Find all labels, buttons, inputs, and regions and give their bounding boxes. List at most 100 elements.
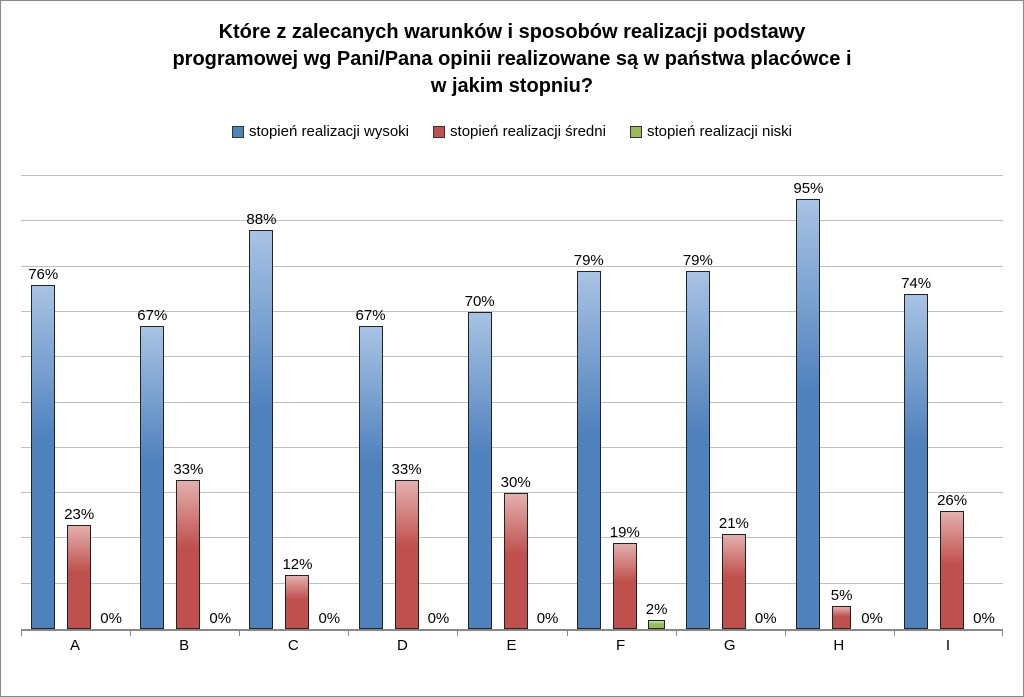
tick <box>21 629 22 636</box>
category-label-E: E <box>457 637 565 654</box>
tick <box>457 629 458 636</box>
bar-wrap-G-wysoki: 79% <box>683 176 713 629</box>
bar-C-wysoki <box>249 230 273 629</box>
bar-label-C-wysoki: 88% <box>246 211 276 228</box>
bar-wrap-I-wysoki: 74% <box>901 176 931 629</box>
bar-wrap-A-niski: 0% <box>100 176 122 629</box>
bar-wrap-H-wysoki: 95% <box>793 176 823 629</box>
category-label-B: B <box>130 637 238 654</box>
bar-wrap-H-niski: 0% <box>860 176 884 629</box>
bar-wrap-F-wysoki: 79% <box>574 176 604 629</box>
bar-wrap-C-sredni: 12% <box>282 176 312 629</box>
group-I: 74%26%0%I <box>894 176 1003 629</box>
bar-label-A-sredni: 23% <box>64 506 94 523</box>
bar-A-wysoki <box>31 285 55 629</box>
bars-E: 70% 30% 0% <box>466 176 557 629</box>
bar-label-G-niski: 0% <box>755 610 777 627</box>
bars-F: 79% 19% 2% <box>575 176 666 629</box>
tick <box>567 629 568 636</box>
legend-label-sredni: stopień realizacji średni <box>450 123 606 140</box>
bar-wrap-I-sredni: 26% <box>937 176 967 629</box>
bar-wrap-C-niski: 0% <box>318 176 340 629</box>
chart-legend: stopień realizacji wysoki stopień realiza… <box>1 123 1023 142</box>
tick <box>894 629 895 636</box>
legend-swatch-wysoki <box>232 126 244 138</box>
bar-label-E-sredni: 30% <box>501 474 531 491</box>
bar-wrap-B-wysoki: 67% <box>137 176 167 629</box>
legend-label-niski: stopień realizacji niski <box>647 123 792 140</box>
bar-label-D-niski: 0% <box>428 610 450 627</box>
bar-B-wysoki <box>140 326 164 630</box>
group-G: 79%21%0%G <box>676 176 785 629</box>
group-F: 79%19%2%F <box>567 176 676 629</box>
tick <box>676 629 677 636</box>
bar-label-G-sredni: 21% <box>719 515 749 532</box>
bar-label-G-wysoki: 79% <box>683 252 713 269</box>
bar-F-sredni <box>613 543 637 629</box>
bars-G: 79% 21% 0% <box>684 176 775 629</box>
bar-wrap-A-sredni: 23% <box>64 176 94 629</box>
category-label-H: H <box>785 637 893 654</box>
bar-label-B-wysoki: 67% <box>137 307 167 324</box>
bar-D-wysoki <box>359 326 383 630</box>
bar-label-I-wysoki: 74% <box>901 275 931 292</box>
bar-wrap-F-niski: 2% <box>646 176 668 629</box>
bar-F-wysoki <box>577 271 601 629</box>
chart-title: Które z zalecanych warunków i sposobów r… <box>1 19 1023 100</box>
bar-A-sredni <box>67 525 91 629</box>
bar-G-wysoki <box>686 271 710 629</box>
bar-label-A-wysoki: 76% <box>28 266 58 283</box>
category-label-G: G <box>676 637 784 654</box>
bar-G-sredni <box>722 534 746 629</box>
bar-label-I-sredni: 26% <box>937 492 967 509</box>
bar-wrap-E-niski: 0% <box>537 176 559 629</box>
tick <box>785 629 786 636</box>
bar-label-H-wysoki: 95% <box>793 180 823 197</box>
bar-label-D-wysoki: 67% <box>356 307 386 324</box>
group-C: 88%12%0%C <box>239 176 348 629</box>
bar-wrap-D-wysoki: 67% <box>356 176 386 629</box>
bar-label-H-sredni: 5% <box>831 587 853 604</box>
group-D: 67%33%0%D <box>348 176 457 629</box>
bar-wrap-D-niski: 0% <box>428 176 450 629</box>
bar-label-H-niski: 0% <box>861 610 883 627</box>
bar-H-sredni <box>832 606 852 629</box>
bar-D-sredni <box>395 480 419 629</box>
bar-E-wysoki <box>468 312 492 629</box>
title-line-2: programowej wg Pani/Pana opinii realizow… <box>1 46 1023 73</box>
bar-I-wysoki <box>904 294 928 629</box>
bar-E-sredni <box>504 493 528 629</box>
bar-B-sredni <box>176 480 200 629</box>
bar-I-sredni <box>940 511 964 629</box>
title-line-1: Które z zalecanych warunków i sposobów r… <box>1 19 1023 46</box>
chart-plot: 76%23%0%A67%33%0%B88%12%0%C67%33%0%D70%3… <box>21 156 1003 656</box>
bar-label-F-wysoki: 79% <box>574 252 604 269</box>
group-E: 70%30%0%E <box>457 176 566 629</box>
category-label-A: A <box>21 637 129 654</box>
chart-frame: Które z zalecanych warunków i sposobów r… <box>0 0 1024 697</box>
bar-label-C-sredni: 12% <box>282 556 312 573</box>
group-H: 95%5%0%H <box>785 176 894 629</box>
title-line-3: w jakim stopniu? <box>1 73 1023 100</box>
bar-label-B-sredni: 33% <box>173 461 203 478</box>
bar-label-B-niski: 0% <box>209 610 231 627</box>
bar-label-E-niski: 0% <box>537 610 559 627</box>
bar-wrap-B-niski: 0% <box>209 176 231 629</box>
bar-label-E-wysoki: 70% <box>465 293 495 310</box>
group-A: 76%23%0%A <box>21 176 130 629</box>
legend-item-wysoki: stopień realizacji wysoki <box>232 123 409 140</box>
bar-wrap-G-niski: 0% <box>755 176 777 629</box>
bar-wrap-F-sredni: 19% <box>610 176 640 629</box>
category-label-D: D <box>348 637 456 654</box>
plot-area: 76%23%0%A67%33%0%B88%12%0%C67%33%0%D70%3… <box>21 176 1003 631</box>
bar-label-F-sredni: 19% <box>610 524 640 541</box>
bar-wrap-D-sredni: 33% <box>392 176 422 629</box>
bar-label-I-niski: 0% <box>973 610 995 627</box>
legend-swatch-niski <box>630 126 642 138</box>
bar-wrap-A-wysoki: 76% <box>28 176 58 629</box>
bar-wrap-E-wysoki: 70% <box>465 176 495 629</box>
legend-item-niski: stopień realizacji niski <box>630 123 792 140</box>
bar-wrap-E-sredni: 30% <box>501 176 531 629</box>
bar-label-A-niski: 0% <box>100 610 122 627</box>
group-B: 67%33%0%B <box>130 176 239 629</box>
